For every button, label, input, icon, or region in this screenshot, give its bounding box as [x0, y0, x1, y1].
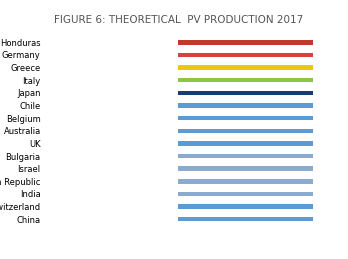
Bar	[178, 103, 348, 108]
Bar	[178, 116, 348, 120]
Bar	[178, 40, 348, 45]
Bar	[178, 141, 348, 146]
Bar	[178, 204, 348, 209]
Bar	[178, 66, 348, 70]
Bar	[178, 78, 348, 82]
Bar	[178, 128, 348, 133]
Bar	[178, 192, 348, 196]
Bar	[178, 179, 348, 184]
Bar	[178, 154, 348, 158]
Bar	[178, 91, 348, 95]
Bar	[178, 167, 348, 171]
Bar	[178, 53, 348, 57]
Bar	[178, 217, 348, 221]
Title: FIGURE 6: THEORETICAL  PV PRODUCTION 2017: FIGURE 6: THEORETICAL PV PRODUCTION 2017	[54, 15, 303, 25]
